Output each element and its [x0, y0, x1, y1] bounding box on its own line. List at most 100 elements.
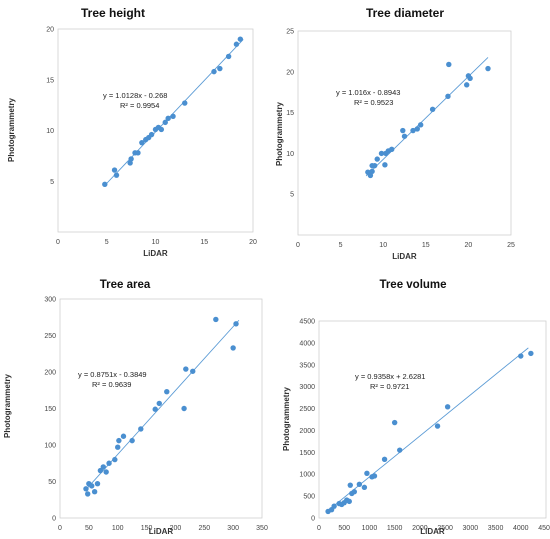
x-tick-label: 4500 — [538, 525, 550, 532]
data-point — [444, 404, 451, 410]
data-point — [361, 484, 368, 491]
data-point — [164, 389, 170, 395]
y-tick-label: 500 — [303, 494, 315, 501]
chart-title: Tree height — [81, 6, 145, 20]
y-tick-label: 0 — [52, 516, 56, 523]
y-axis-label: Photogrammetry — [282, 386, 291, 451]
data-point — [485, 65, 491, 72]
data-point — [463, 82, 470, 88]
y-axis-label: Photogrammetry — [275, 101, 284, 166]
data-point — [518, 353, 524, 359]
data-point — [152, 406, 158, 412]
data-point — [138, 426, 144, 432]
data-point — [111, 167, 118, 173]
chart-panel-tree-area: Tree area 0 50 100 150 200 250 300 350 0 50 100 150 2… — [0, 270, 275, 539]
x-tick-label: 2500 — [437, 525, 453, 532]
y-tick-label: 3500 — [299, 362, 315, 369]
x-tick-label: 20 — [465, 242, 473, 249]
data-point — [445, 93, 451, 99]
y-tick-label: 4500 — [299, 319, 315, 326]
y-tick-label: 3000 — [299, 384, 315, 391]
x-tick-label: 3500 — [488, 525, 504, 532]
plot-frame — [318, 320, 547, 519]
data-point — [400, 127, 406, 134]
data-point — [113, 172, 120, 178]
data-point — [410, 127, 416, 134]
chart-svg: Tree volume 0 500 1000 1500 2000 2500 3000 3500 4… — [282, 279, 550, 536]
x-tick-label: 500 — [338, 525, 350, 532]
x-tick-label: 300 — [227, 525, 239, 532]
y-tick-label: 50 — [48, 479, 56, 486]
y-axis-label: Photogrammetry — [3, 373, 12, 438]
x-tick-label: 150 — [141, 525, 153, 532]
y-tick-label: 4000 — [299, 340, 315, 347]
data-point — [165, 115, 171, 122]
data-point — [94, 480, 101, 487]
data-point — [129, 437, 135, 444]
data-point — [429, 106, 436, 113]
data-point — [528, 350, 534, 357]
x-tick-label: 10 — [152, 239, 160, 246]
x-tick-label: 2000 — [412, 525, 428, 532]
chart-title: Tree area — [100, 279, 151, 291]
data-point — [103, 469, 109, 475]
y-tick-label: 15 — [46, 77, 54, 84]
data-point — [414, 126, 420, 132]
data-point — [374, 156, 380, 162]
data-point — [85, 491, 91, 497]
data-point — [467, 75, 473, 82]
data-point — [382, 162, 388, 168]
y-tick-label: 2500 — [299, 406, 315, 413]
trendline — [85, 319, 240, 490]
chart-svg: Tree diameter 0 5 10 15 20 25 5 10 15 20 25 LiDAR Pho… — [275, 6, 515, 261]
data-point — [148, 131, 155, 138]
data-point — [391, 419, 398, 426]
x-tick-label: 25 — [507, 242, 515, 249]
x-axis-label: LiDAR — [420, 527, 445, 536]
data-point — [351, 489, 358, 495]
data-point — [115, 444, 121, 450]
data-point — [211, 68, 217, 75]
data-point — [156, 400, 162, 407]
y-tick-label: 25 — [286, 29, 294, 36]
data-point — [135, 150, 141, 156]
y-tick-label: 5 — [50, 179, 54, 186]
x-tick-label: 5 — [105, 239, 109, 246]
y-tick-label: 2000 — [299, 428, 315, 435]
plot-frame — [57, 28, 254, 233]
y-tick-label: 20 — [286, 69, 294, 76]
data-point — [346, 498, 352, 505]
data-point — [417, 122, 424, 128]
plot-frame — [297, 30, 512, 236]
y-tick-label: 20 — [46, 27, 54, 34]
data-point — [364, 470, 370, 477]
y-tick-label: 1000 — [299, 472, 315, 479]
y-tick-label: 100 — [44, 443, 56, 450]
y-tick-label: 0 — [311, 516, 315, 523]
chart-svg: Tree height 0 5 10 15 20 5 10 15 20 LiDAR Photogram… — [7, 6, 257, 258]
trend-equation: y = 1.0128x - 0.268 — [103, 91, 167, 100]
data-point — [162, 119, 168, 126]
chart-panel-tree-volume: Tree volume 0 500 1000 1500 2000 2500 3000 3500 4… — [275, 270, 550, 539]
chart-title: Tree diameter — [366, 6, 444, 20]
y-tick-label: 15 — [286, 110, 294, 117]
x-tick-label: 0 — [296, 242, 300, 249]
data-point — [91, 489, 98, 495]
y-tick-label: 5 — [290, 192, 294, 199]
data-point — [83, 486, 89, 492]
data-point — [217, 65, 223, 72]
trendline — [104, 39, 244, 186]
data-point — [233, 41, 240, 47]
data-point — [213, 316, 219, 323]
y-tick-label: 150 — [44, 406, 56, 413]
data-point — [127, 160, 133, 166]
r-squared: R² = 0.9523 — [354, 98, 393, 107]
y-tick-label: 250 — [44, 333, 56, 340]
data-point — [369, 168, 375, 175]
y-tick-label: 1500 — [299, 450, 315, 457]
data-point — [347, 482, 353, 488]
x-tick-label: 15 — [422, 242, 430, 249]
data-point — [356, 481, 363, 487]
chart-panel-tree-diameter: Tree diameter 0 5 10 15 20 25 5 10 15 20 25 LiDAR Pho… — [275, 0, 550, 270]
y-axis-label: Photogrammetry — [7, 97, 16, 162]
